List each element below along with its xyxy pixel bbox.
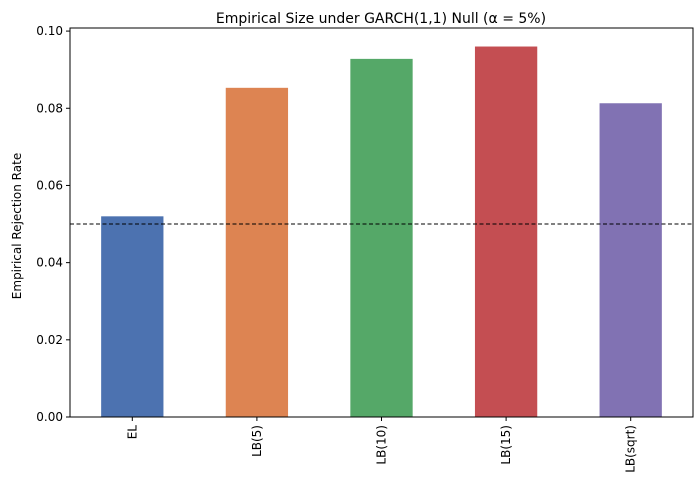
y-tick-label-1: 0.02 [36,333,63,347]
chart-title-group: Empirical Size under GARCH(1,1) Null (α … [216,11,546,27]
y-axis: 0.00 0.02 0.04 0.06 0.08 0.10 [36,24,70,424]
x-axis: EL LB(5) LB(10) LB(15) LB(sqrt) [125,417,638,473]
x-tick-label-2: LB(10) [375,425,389,465]
x-tick-label-3: LB(15) [499,425,513,465]
x-tick-label-0: EL [125,425,139,440]
y-axis-label-group: Empirical Rejection Rate [10,153,24,299]
bars-group [101,46,662,418]
bar-2 [350,58,413,417]
y-tick-label-0: 0.00 [36,410,63,424]
plot-frame [69,27,694,418]
bar-1 [225,87,289,417]
y-tick-label-4: 0.08 [36,101,63,115]
chart-title: Empirical Size under GARCH(1,1) Null (α … [216,11,546,27]
bar-3 [474,46,538,418]
y-tick-label-5: 0.10 [36,24,63,38]
y-axis-label: Empirical Rejection Rate [10,153,24,299]
y-tick-label-3: 0.06 [36,178,63,192]
bar-4 [599,103,662,417]
x-tick-label-4: LB(sqrt) [624,425,638,473]
x-tick-label-1: LB(5) [250,425,264,457]
y-tick-label-2: 0.04 [36,256,63,270]
bar-0 [101,216,164,417]
